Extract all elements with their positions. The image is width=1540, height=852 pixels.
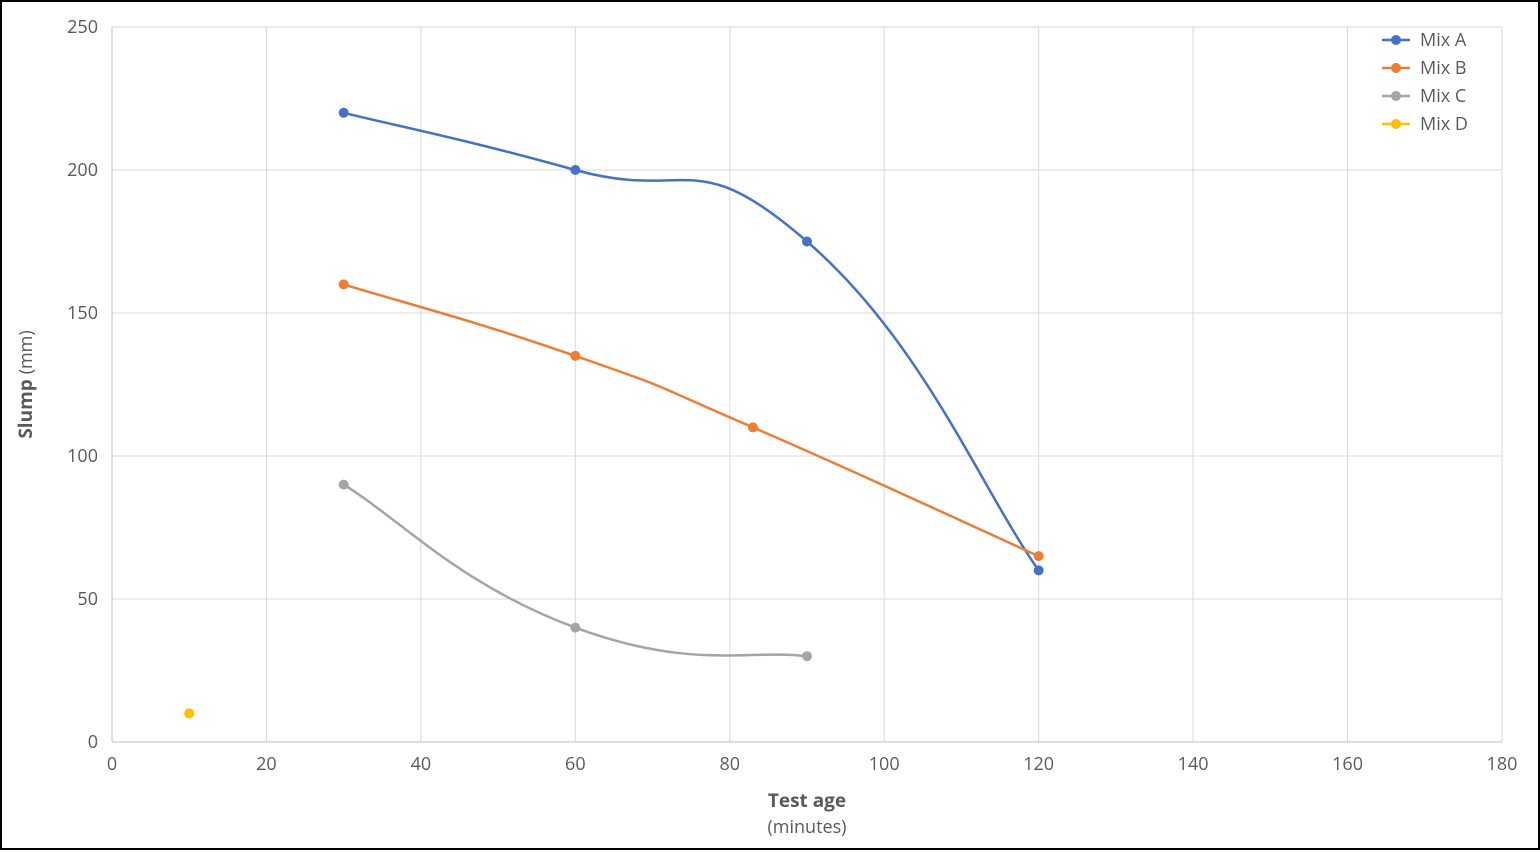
x-tick-label: 80 [719, 752, 740, 776]
x-axis-subtitle: (minutes) [767, 815, 846, 839]
series-mix-a [339, 108, 1044, 576]
series-line [344, 113, 1039, 571]
y-tick-label: 250 [67, 15, 98, 39]
legend-label: Mix A [1420, 28, 1467, 52]
x-tick-label: 160 [1332, 752, 1363, 776]
x-tick-label: 120 [1023, 752, 1054, 776]
legend-marker [1391, 91, 1401, 101]
y-tick-label: 0 [88, 730, 98, 754]
x-tick-label: 20 [256, 752, 277, 776]
data-point [339, 108, 349, 118]
series-mix-b [339, 279, 1044, 561]
data-point [1034, 565, 1044, 575]
x-tick-label: 60 [565, 752, 586, 776]
data-point [802, 651, 812, 661]
series-line [344, 284, 1039, 556]
legend-marker [1391, 119, 1401, 129]
x-tick-label: 40 [411, 752, 432, 776]
series-mix-d [184, 708, 194, 718]
data-point [748, 422, 758, 432]
legend-marker [1391, 35, 1401, 45]
x-axis-title: Test age [768, 787, 846, 813]
y-tick-label: 50 [77, 587, 98, 611]
data-point [570, 165, 580, 175]
legend-marker [1391, 63, 1401, 73]
x-tick-label: 100 [869, 752, 900, 776]
y-axis-title: Slump (mm) [12, 330, 38, 438]
data-point [802, 237, 812, 247]
x-tick-label: 180 [1487, 752, 1518, 776]
gridlines [112, 27, 1502, 742]
data-point [339, 480, 349, 490]
y-tick-label: 150 [67, 301, 98, 325]
data-point [184, 708, 194, 718]
chart-frame: 0 20 40 60 80 100 120 140 160 180 0 50 100 150 200 250 T… [0, 0, 1540, 850]
legend-label: Mix D [1420, 112, 1468, 136]
data-point [570, 623, 580, 633]
line-chart: 0 20 40 60 80 100 120 140 160 180 0 50 100 150 200 250 T… [2, 2, 1540, 852]
x-tick-label: 0 [107, 752, 117, 776]
legend-label: Mix B [1420, 56, 1466, 80]
x-tick-label: 140 [1178, 752, 1209, 776]
y-tick-label: 200 [67, 158, 98, 182]
y-tick-label: 100 [67, 444, 98, 468]
legend-label: Mix C [1420, 84, 1466, 108]
data-point [1034, 551, 1044, 561]
legend: Mix A Mix B Mix C Mix D [1382, 28, 1468, 136]
data-point [570, 351, 580, 361]
data-point [339, 279, 349, 289]
